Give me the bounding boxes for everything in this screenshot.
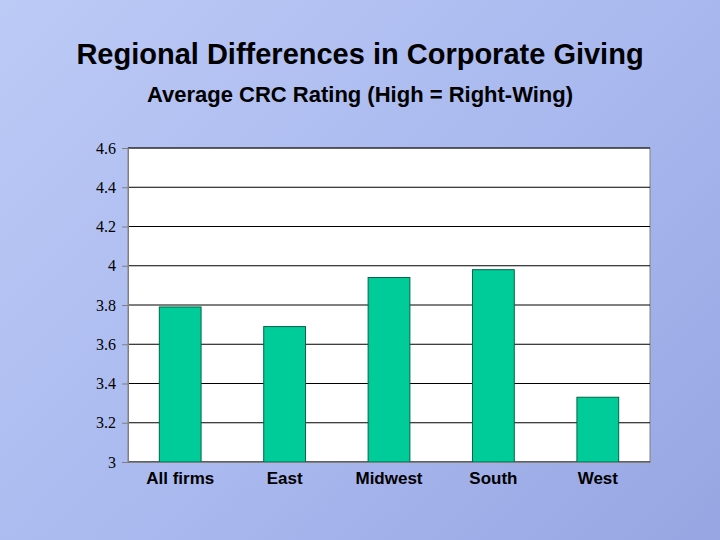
- plot-area: [128, 148, 650, 462]
- x-tick-label: All firms: [146, 469, 214, 488]
- y-tick-mark: [122, 384, 128, 385]
- y-tick-mark: [122, 187, 128, 188]
- bar: [368, 278, 410, 462]
- y-tick-mark: [122, 344, 128, 345]
- y-tick-mark: [122, 423, 128, 424]
- y-tick-label: 3.4: [96, 375, 116, 392]
- y-tick: 3.2: [96, 414, 128, 431]
- title: Regional Differences in Corporate Giving: [76, 38, 643, 70]
- y-tick: 3.4: [96, 375, 128, 392]
- y-tick: 4.6: [96, 140, 128, 157]
- x-tick-label: South: [469, 469, 517, 488]
- y-tick: 3.8: [96, 297, 128, 314]
- y-axis: 3 3.2 3.4 3.6 3.8 4 4.2 4.4 4.6: [96, 140, 129, 471]
- bar: [264, 327, 306, 462]
- y-tick-mark: [122, 462, 128, 463]
- x-tick: Midwest: [355, 462, 422, 488]
- y-tick: 4.4: [96, 179, 128, 196]
- y-tick-label: 4.6: [96, 140, 116, 157]
- x-tick-label: West: [578, 469, 619, 488]
- y-tick-label: 3.8: [96, 297, 116, 314]
- x-axis: All firms East Midwest South West: [129, 462, 651, 488]
- y-tick: 4: [108, 257, 128, 274]
- grid-line: [128, 265, 650, 266]
- y-tick: 4.2: [96, 218, 128, 235]
- x-tick: South: [469, 462, 517, 488]
- chart: Regional Differences in Corporate Giving…: [0, 0, 720, 540]
- x-tick: West: [578, 462, 619, 488]
- grid-line: [128, 187, 650, 188]
- x-tick: All firms: [146, 462, 214, 488]
- y-tick-mark: [122, 148, 128, 149]
- y-tick-label: 4.4: [96, 179, 116, 196]
- y-tick: 3.6: [96, 336, 128, 353]
- y-tick-label: 4: [108, 257, 116, 274]
- bars: [159, 270, 618, 462]
- subtitle: Average CRC Rating (High = Right-Wing): [147, 82, 573, 107]
- y-tick-mark: [122, 305, 128, 306]
- bar: [159, 307, 201, 462]
- y-tick-mark: [122, 266, 128, 267]
- y-tick-mark: [122, 227, 128, 228]
- y-tick-label: 3: [108, 454, 116, 471]
- x-tick-label: East: [267, 469, 303, 488]
- bar: [473, 270, 515, 462]
- grid: [128, 148, 650, 462]
- y-tick-label: 4.2: [96, 218, 116, 235]
- y-tick-label: 3.6: [96, 336, 116, 353]
- x-axis-line: [129, 462, 651, 463]
- x-tick: East: [267, 462, 303, 488]
- grid-line: [128, 148, 650, 149]
- grid-line: [128, 226, 650, 227]
- x-tick-label: Midwest: [355, 469, 422, 488]
- y-axis-line: [122, 149, 129, 463]
- bar: [577, 397, 619, 462]
- y-tick: 3: [108, 454, 128, 471]
- y-tick-label: 3.2: [96, 414, 116, 431]
